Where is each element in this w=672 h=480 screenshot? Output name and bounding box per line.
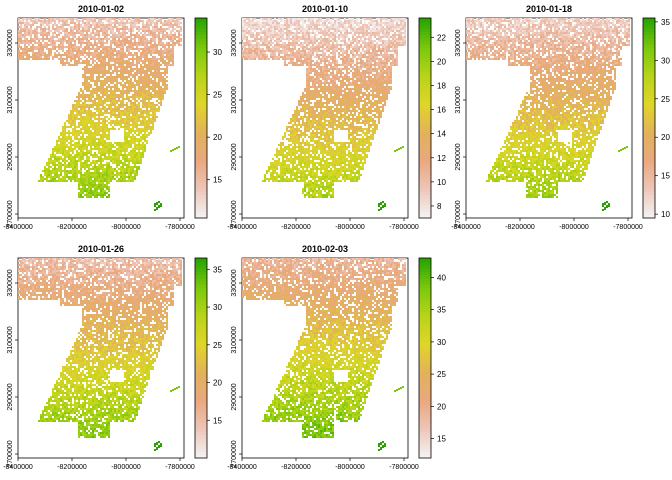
legend-tick-label: 15: [661, 172, 670, 181]
y-tick-label: 2900000: [7, 143, 14, 170]
legend-tick-label: 14: [437, 130, 446, 139]
map-panel-4: 2010-01-26 -8400000 -8200000 -8000000 -78000…: [3, 244, 222, 471]
x-tick-label: -8200000: [281, 224, 311, 231]
legend-tick-label: 12: [437, 154, 446, 163]
legend-tick-label: 10: [437, 178, 446, 187]
x-tick-label: -8400000: [227, 224, 257, 231]
legend-tick-label: 30: [437, 338, 446, 347]
legend-tick-label: 16: [437, 106, 446, 115]
legend-tick-label: 35: [437, 306, 446, 315]
legend-tick-label: 20: [437, 402, 446, 411]
raster-land: [242, 18, 406, 211]
x-tick-label: -8000000: [111, 224, 141, 231]
legend-tick-label: 25: [661, 95, 670, 104]
panel-title: 2010-01-26: [78, 244, 124, 254]
raster-land: [18, 18, 182, 211]
y-tick-label: 2700000: [7, 440, 14, 467]
x-tick-label: -8000000: [335, 464, 365, 471]
x-tick-label: -8000000: [559, 224, 589, 231]
y-tick-label: 3300000: [7, 29, 14, 56]
legend-tick-label: 25: [213, 91, 222, 100]
y-tick-label: 3100000: [7, 326, 14, 353]
x-tick-label: -7800000: [613, 224, 643, 231]
y-tick-label: 2700000: [231, 440, 238, 467]
y-tick-label: 2700000: [455, 200, 462, 227]
color-legend: 8 10 12 14 16 18 20 22: [418, 17, 446, 219]
legend-tick-label: 20: [661, 133, 670, 142]
y-tick-label: 3300000: [231, 269, 238, 296]
x-tick-label: -8200000: [57, 224, 87, 231]
y-tick-label: 3300000: [231, 29, 238, 56]
map-panel-3: 2010-01-18 -8400000 -8200000 -8000000 -78000…: [451, 4, 670, 231]
x-tick-label: -8400000: [227, 464, 257, 471]
y-tick-label: 2900000: [231, 143, 238, 170]
legend-tick-label: 30: [661, 56, 670, 65]
y-tick-label: 2900000: [231, 383, 238, 410]
map-panel-2: 2010-01-10 -8400000 -8200000 -8000000 -78000…: [227, 4, 446, 231]
x-tick-label: -8400000: [3, 464, 33, 471]
y-tick-label: 3100000: [7, 86, 14, 113]
y-tick-label: 2700000: [7, 200, 14, 227]
raster-land: [18, 258, 182, 451]
legend-tick-label: 30: [213, 303, 222, 312]
legend-tick-label: 10: [661, 210, 670, 219]
map-panel-1: 2010-01-02 -8400000 -8200000 -8000000 -78000…: [3, 4, 222, 231]
legend-tick-label: 25: [213, 341, 222, 350]
color-legend: 15 20 25 30: [194, 17, 222, 219]
legend-tick-label: 18: [437, 81, 446, 90]
panel-title: 2010-02-03: [302, 244, 348, 254]
x-tick-label: -8200000: [505, 224, 535, 231]
panel-title: 2010-01-18: [526, 4, 572, 14]
legend-tick-label: 30: [213, 48, 222, 57]
x-tick-label: -8200000: [281, 464, 311, 471]
raster-land: [466, 18, 630, 211]
y-tick-label: 2700000: [231, 200, 238, 227]
legend-tick-label: 15: [437, 435, 446, 444]
raster-land: [242, 258, 406, 451]
color-legend: 15 20 25 30 35: [194, 257, 222, 459]
y-tick-label: 2900000: [455, 143, 462, 170]
x-tick-label: -7800000: [165, 464, 195, 471]
legend-tick-label: 20: [213, 133, 222, 142]
y-tick-label: 2900000: [7, 383, 14, 410]
color-legend: 15 20 25 30 35 40: [418, 257, 446, 459]
color-legend: 10 15 20 25 30 35: [642, 17, 670, 219]
legend-tick-label: 15: [213, 176, 222, 185]
legend-tick-label: 40: [437, 273, 446, 282]
legend-tick-label: 35: [213, 265, 222, 274]
x-tick-label: -8200000: [57, 464, 87, 471]
x-tick-label: -7800000: [165, 224, 195, 231]
x-tick-label: -8400000: [3, 224, 33, 231]
y-tick-label: 3300000: [455, 29, 462, 56]
x-tick-label: -8000000: [111, 464, 141, 471]
panel-title: 2010-01-02: [78, 4, 124, 14]
legend-tick-label: 35: [661, 18, 670, 27]
map-panel-5: 2010-02-03 -8400000 -8200000 -8000000 -78000…: [227, 244, 446, 471]
x-tick-label: -8400000: [451, 224, 481, 231]
x-tick-label: -7800000: [389, 464, 419, 471]
y-tick-label: 3100000: [231, 86, 238, 113]
legend-tick-label: 22: [437, 33, 446, 42]
panel-title: 2010-01-10: [302, 4, 348, 14]
legend-tick-label: 8: [437, 202, 442, 211]
y-tick-label: 3100000: [455, 86, 462, 113]
x-tick-label: -7800000: [389, 224, 419, 231]
x-tick-label: -8000000: [335, 224, 365, 231]
legend-tick-label: 25: [437, 370, 446, 379]
y-tick-label: 3100000: [231, 326, 238, 353]
legend-tick-label: 20: [213, 379, 222, 388]
legend-tick-label: 20: [437, 57, 446, 66]
y-tick-label: 3300000: [7, 269, 14, 296]
legend-tick-label: 15: [213, 416, 222, 425]
